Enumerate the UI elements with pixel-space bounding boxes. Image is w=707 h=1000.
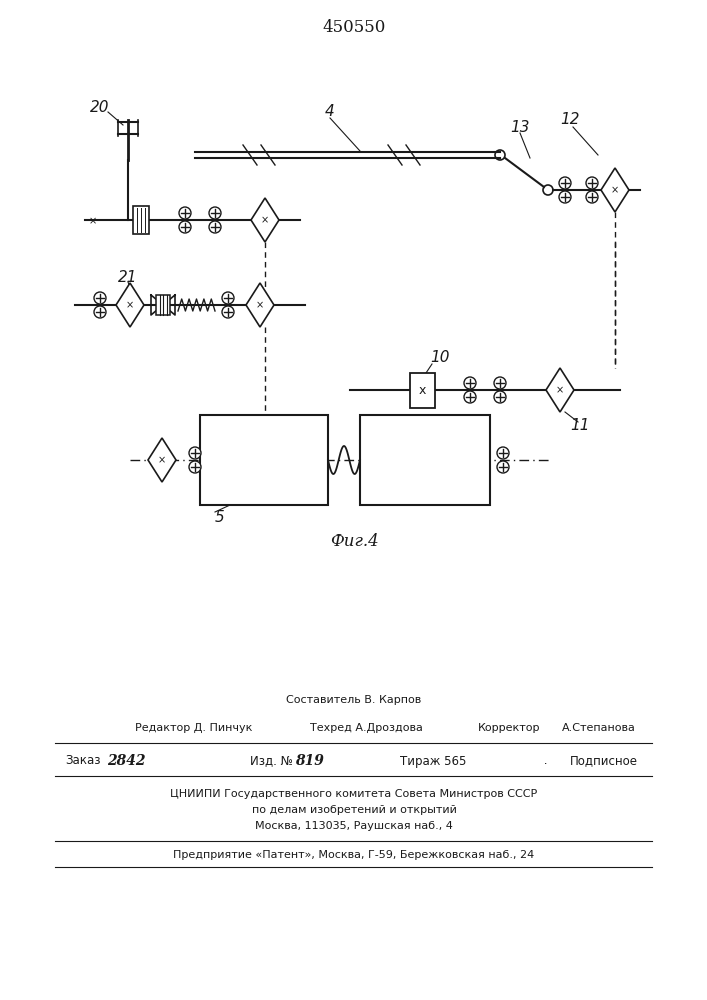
Text: ЦНИИПИ Государственного комитета Совета Министров СССР: ЦНИИПИ Государственного комитета Совета … xyxy=(170,789,537,799)
Text: 10: 10 xyxy=(431,351,450,365)
Text: Техред А.Дроздова: Техред А.Дроздова xyxy=(310,723,423,733)
Text: 4: 4 xyxy=(325,104,335,119)
Text: Корректор: Корректор xyxy=(478,723,540,733)
Circle shape xyxy=(222,306,234,318)
Text: ×: × xyxy=(261,215,269,225)
Text: .: . xyxy=(540,754,547,768)
Bar xyxy=(156,295,170,315)
Text: ×: × xyxy=(556,385,564,395)
Text: 450550: 450550 xyxy=(322,19,386,36)
Polygon shape xyxy=(148,438,176,482)
Circle shape xyxy=(209,207,221,219)
Bar xyxy=(409,372,435,408)
Text: x: x xyxy=(419,383,426,396)
Bar xyxy=(200,415,328,505)
Polygon shape xyxy=(246,283,274,327)
Text: 819: 819 xyxy=(295,754,324,768)
Circle shape xyxy=(222,292,234,304)
Text: Заказ: Заказ xyxy=(65,754,100,768)
Circle shape xyxy=(189,447,201,459)
Text: 21: 21 xyxy=(118,270,137,286)
Text: по делам изобретений и открытий: по делам изобретений и открытий xyxy=(252,805,457,815)
Circle shape xyxy=(494,377,506,389)
Polygon shape xyxy=(546,368,574,412)
Circle shape xyxy=(559,191,571,203)
Text: 2842: 2842 xyxy=(107,754,146,768)
Text: Составитель В. Карпов: Составитель В. Карпов xyxy=(286,695,421,705)
Circle shape xyxy=(209,221,221,233)
Text: ×: × xyxy=(126,300,134,310)
Bar xyxy=(360,415,490,505)
Text: ×: × xyxy=(158,455,166,465)
Circle shape xyxy=(497,461,509,473)
Circle shape xyxy=(586,191,598,203)
Text: Подписное: Подписное xyxy=(570,754,638,768)
Text: 11: 11 xyxy=(570,418,590,432)
Text: 5: 5 xyxy=(215,510,225,526)
Circle shape xyxy=(494,391,506,403)
Bar xyxy=(133,206,149,234)
Circle shape xyxy=(464,377,476,389)
Text: ×: × xyxy=(611,185,619,195)
Circle shape xyxy=(559,177,571,189)
Text: Фиг.4: Фиг.4 xyxy=(329,534,378,550)
Polygon shape xyxy=(116,283,144,327)
Circle shape xyxy=(94,306,106,318)
Text: Москва, 113035, Раушская наб., 4: Москва, 113035, Раушская наб., 4 xyxy=(255,821,453,831)
Text: 12: 12 xyxy=(560,112,580,127)
Text: Изд. №: Изд. № xyxy=(250,754,293,768)
Text: А.Степанова: А.Степанова xyxy=(562,723,636,733)
Text: ×: × xyxy=(89,216,97,226)
Text: 13: 13 xyxy=(510,120,530,135)
Circle shape xyxy=(179,221,191,233)
Circle shape xyxy=(179,207,191,219)
Circle shape xyxy=(94,292,106,304)
Circle shape xyxy=(189,461,201,473)
Text: ×: × xyxy=(256,300,264,310)
Text: 20: 20 xyxy=(90,100,110,114)
Text: Редактор Д. Пинчук: Редактор Д. Пинчук xyxy=(135,723,252,733)
Polygon shape xyxy=(601,168,629,212)
Polygon shape xyxy=(251,198,279,242)
Circle shape xyxy=(497,447,509,459)
Circle shape xyxy=(464,391,476,403)
Circle shape xyxy=(586,177,598,189)
Text: Предприятие «Патент», Москва, Г-59, Бережковская наб., 24: Предприятие «Патент», Москва, Г-59, Бере… xyxy=(173,850,534,860)
Text: Тираж 565: Тираж 565 xyxy=(400,754,467,768)
